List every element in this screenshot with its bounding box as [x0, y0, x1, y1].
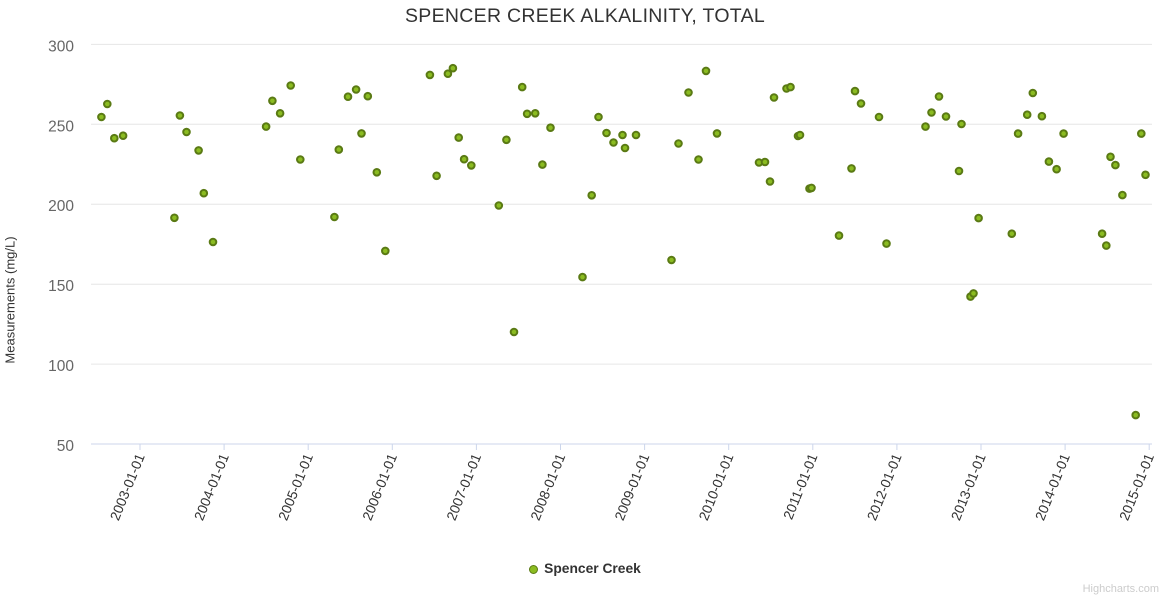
svg-text:2009-01-01: 2009-01-01	[612, 452, 652, 523]
svg-text:2014-01-01: 2014-01-01	[1033, 452, 1073, 523]
svg-text:2011-01-01: 2011-01-01	[781, 452, 821, 522]
svg-text:50: 50	[57, 438, 75, 455]
svg-text:2008-01-01: 2008-01-01	[528, 452, 568, 523]
svg-text:2007-01-01: 2007-01-01	[444, 452, 484, 523]
svg-text:2010-01-01: 2010-01-01	[696, 452, 736, 523]
svg-text:2005-01-01: 2005-01-01	[276, 452, 316, 523]
svg-text:2015-01-01: 2015-01-01	[1117, 452, 1157, 523]
svg-text:2012-01-01: 2012-01-01	[864, 452, 904, 523]
svg-text:2013-01-01: 2013-01-01	[948, 452, 988, 523]
svg-text:150: 150	[48, 278, 74, 295]
svg-text:2006-01-01: 2006-01-01	[360, 452, 400, 523]
svg-text:250: 250	[48, 118, 74, 135]
svg-text:300: 300	[48, 38, 74, 55]
svg-text:100: 100	[48, 358, 74, 375]
svg-text:2003-01-01: 2003-01-01	[107, 452, 147, 523]
svg-text:200: 200	[48, 198, 74, 215]
svg-text:2004-01-01: 2004-01-01	[192, 452, 232, 523]
